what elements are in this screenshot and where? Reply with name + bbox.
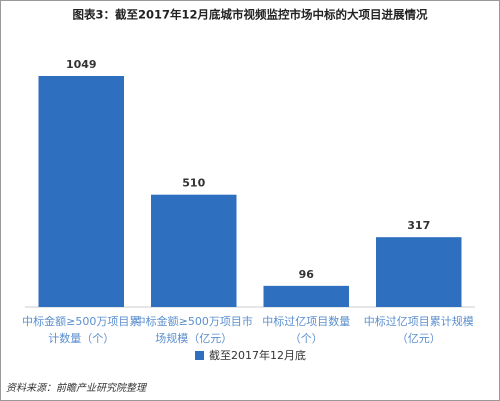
value-label: 317 — [407, 219, 430, 232]
x-tick-label: 计数量（个） — [48, 332, 114, 345]
x-tick-label: 中标过亿项目累计规模 — [364, 314, 474, 328]
x-tick-label: （个） — [290, 332, 323, 345]
legend-label: 截至2017年12月底 — [209, 348, 306, 362]
x-tick-label: 中标金额≥500万项目累 — [22, 314, 140, 328]
legend-swatch — [195, 351, 204, 360]
x-tick-label: 中标过亿项目数量 — [262, 314, 350, 328]
bar — [263, 285, 349, 307]
bar — [38, 76, 124, 307]
x-tick-label: 场规模（亿元） — [155, 331, 232, 345]
value-label: 510 — [182, 177, 205, 190]
chart-title: 图表3：截至2017年12月底城市视频监控市场中标的大项目进展情况 — [72, 8, 428, 22]
bar — [151, 194, 237, 307]
bar — [376, 237, 462, 307]
value-label: 1049 — [66, 58, 97, 71]
source: 资料来源：前瞻产业研究院整理 — [6, 382, 148, 394]
x-tick-label: 中标金额≥500万项目市 — [135, 314, 253, 328]
x-tick-label: （亿元） — [397, 332, 441, 345]
value-label: 96 — [299, 268, 315, 281]
